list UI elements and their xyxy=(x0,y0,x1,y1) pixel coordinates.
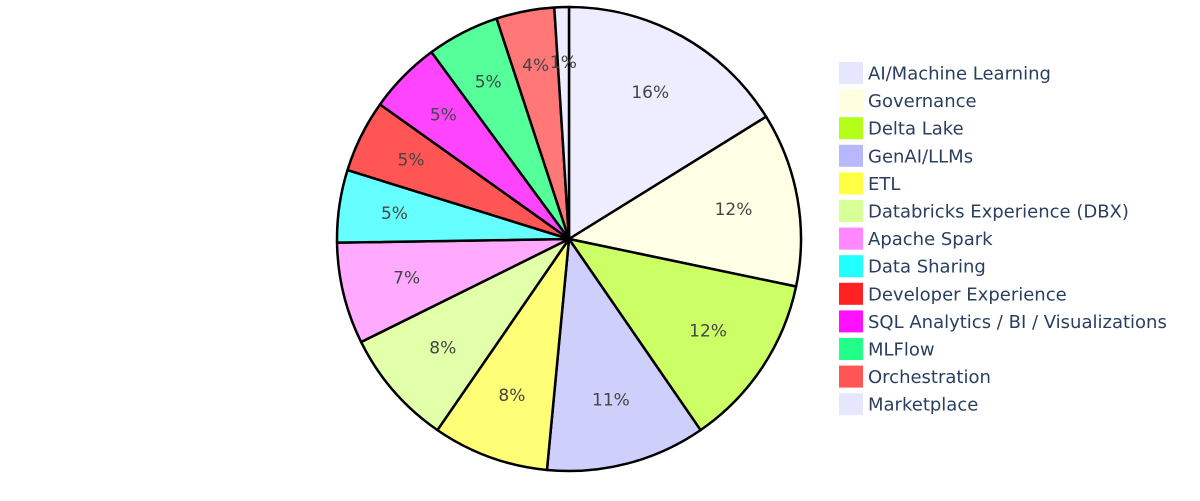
legend-label: Marketplace xyxy=(868,395,978,416)
slice-label: 4% xyxy=(522,56,549,76)
pie-slice[interactable] xyxy=(553,5,571,241)
legend-swatch xyxy=(839,393,863,416)
slice-label: 16% xyxy=(631,83,669,103)
slice-label: 12% xyxy=(689,322,727,342)
legend-swatch xyxy=(839,365,863,388)
legend-item[interactable]: Marketplace xyxy=(839,393,978,416)
legend-item[interactable]: Apache Spark xyxy=(839,227,993,251)
slice-label: 1% xyxy=(550,53,577,73)
legend-label: AI/Machine Learning xyxy=(868,64,1051,85)
legend-swatch xyxy=(839,200,863,222)
legend-label: ETL xyxy=(868,174,900,195)
legend-item[interactable]: GenAI/LLMs xyxy=(839,144,973,168)
legend-swatch xyxy=(839,255,863,278)
legend-swatch xyxy=(839,227,863,250)
legend-item[interactable]: Delta Lake xyxy=(839,117,964,140)
legend-item[interactable]: AI/Machine Learning xyxy=(839,62,1051,85)
legend-item[interactable]: Governance xyxy=(839,89,977,113)
legend-item[interactable]: Orchestration xyxy=(839,365,991,389)
legend-swatch xyxy=(839,310,863,333)
legend-swatch xyxy=(839,282,863,305)
legend-label: MLFlow xyxy=(868,340,935,361)
legend-label: SQL Analytics / BI / Visualizations xyxy=(868,312,1167,333)
legend-swatch xyxy=(839,89,863,112)
slice-label: 5% xyxy=(381,204,408,224)
legend-item[interactable]: Developer Experience xyxy=(839,282,1067,306)
slice-label: 8% xyxy=(429,338,456,358)
legend-label: Delta Lake xyxy=(868,119,964,140)
slice-label: 5% xyxy=(475,72,502,92)
legend-item[interactable]: Databricks Experience (DBX) xyxy=(839,200,1129,223)
slice-label: 8% xyxy=(498,386,525,406)
slice-label: 12% xyxy=(715,200,753,220)
pie-slice[interactable] xyxy=(436,237,571,472)
legend[interactable]: AI/Machine Learning Governance Delta Lake G… xyxy=(839,62,1167,416)
legend-label: Orchestration xyxy=(868,367,991,388)
legend-item[interactable]: ETL xyxy=(839,172,900,195)
pie-slice[interactable] xyxy=(567,5,768,241)
pie-slice[interactable] xyxy=(567,237,798,432)
pie-slice[interactable] xyxy=(567,115,803,288)
legend-swatch xyxy=(839,117,863,140)
pie-slice[interactable] xyxy=(545,237,702,473)
legend-swatch xyxy=(839,144,863,167)
legend-item[interactable]: MLFlow xyxy=(839,338,935,361)
legend-label: Apache Spark xyxy=(868,229,993,250)
legend-label: GenAI/LLMs xyxy=(868,146,973,167)
legend-swatch xyxy=(839,62,863,84)
pie-slice-labels: 16% 12% 12% 11% 8% 8% 7% 5% 5% 5% 5% 4% 1% xyxy=(381,53,752,411)
legend-item[interactable]: Data Sharing xyxy=(839,255,986,278)
legend-label: Governance xyxy=(868,91,977,112)
legend-label: Data Sharing xyxy=(868,257,986,278)
legend-label: Developer Experience xyxy=(868,284,1067,305)
pie-slice[interactable] xyxy=(335,237,571,344)
slice-label: 5% xyxy=(430,105,457,125)
pie-slices xyxy=(335,5,803,473)
legend-swatch xyxy=(839,338,863,360)
legend-item[interactable]: SQL Analytics / BI / Visualizations xyxy=(839,310,1167,333)
legend-label: Databricks Experience (DBX) xyxy=(868,202,1129,223)
pie-slice[interactable] xyxy=(359,237,571,432)
slice-label: 7% xyxy=(393,268,420,288)
legend-swatch xyxy=(839,172,863,195)
slice-label: 5% xyxy=(398,151,425,171)
slice-label: 11% xyxy=(592,391,630,411)
